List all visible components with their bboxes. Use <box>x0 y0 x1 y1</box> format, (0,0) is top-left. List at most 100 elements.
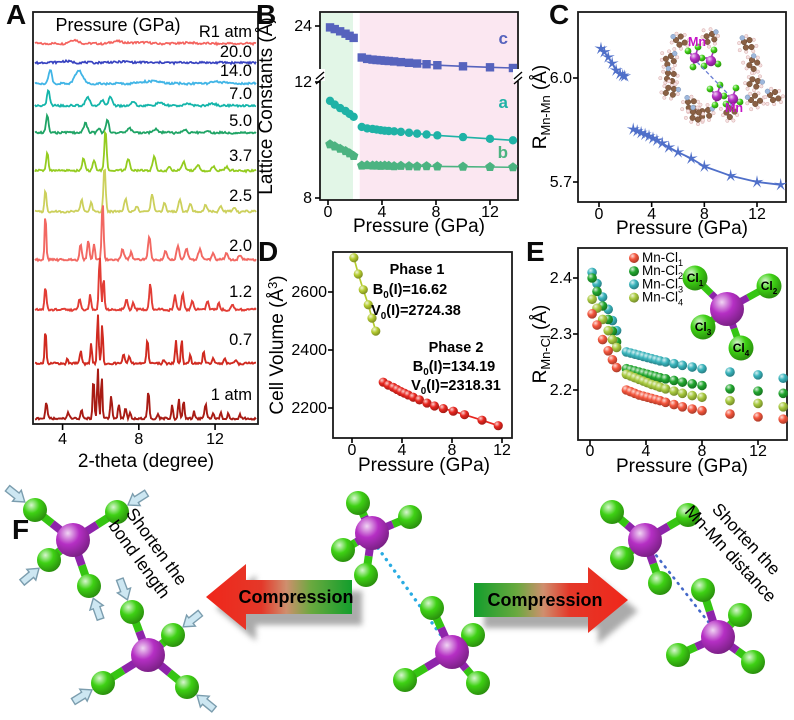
x-tick: 0 <box>348 442 357 459</box>
x-tick: 12 <box>481 204 499 221</box>
panel-a-xrd-chart: Pressure (GPa) R1 atm 20.014.0 7.0 5.0 3.7 2.5… <box>32 11 259 472</box>
panel-d-volume-chart: Phase 1 B0​(I)=16.62 V0​(I)=2724.38 Phase 2… <box>265 251 513 476</box>
pressure-arrow-icon <box>182 609 204 628</box>
x-tick: 8 <box>432 204 441 221</box>
trace-label: 1.2 <box>229 283 252 301</box>
panel-b-xlabel: Pressure (GPa) <box>353 216 485 237</box>
annotation: V0​(I)=2318.31 <box>411 378 501 397</box>
organic-group <box>658 65 680 88</box>
panel-label-c: C <box>549 0 570 30</box>
series-Phase-1 <box>349 253 381 336</box>
annotation: B0​(I)=16.62 <box>373 282 447 301</box>
xrd-trace-R1-atm <box>34 38 257 47</box>
trace-label: 7.0 <box>229 85 252 103</box>
mncl4-inset: Cl1​ Cl2​ Cl3​ Cl4​ <box>682 265 782 361</box>
xrd-trace-1.2 <box>34 257 257 313</box>
y-tick: 6.0 <box>550 70 572 87</box>
mncl4-molecule <box>70 577 218 713</box>
organic-group <box>659 79 682 101</box>
cl-label: Cl2​ <box>761 279 778 296</box>
mn-mn-distance-dotted-line <box>650 548 715 630</box>
x-tick: 8 <box>698 443 707 460</box>
trace-label: 20.0 <box>220 43 252 61</box>
series-Phase-2 <box>378 377 503 431</box>
legend: Mn-Cl1​Mn-Cl2​Mn-Cl3​Mn-Cl4​ <box>629 250 683 308</box>
series-b <box>325 139 518 172</box>
xrd-trace-20.0 <box>34 58 257 66</box>
panel-a-title: Pressure (GPa) <box>55 15 180 35</box>
x-tick: 4 <box>378 204 387 221</box>
compression-label: Compression <box>238 587 353 607</box>
pressure-arrow-icon <box>196 694 218 713</box>
xrd-trace-2.0 <box>34 205 257 263</box>
xrd-trace-5.0 <box>34 112 257 136</box>
y-tick: 2.3 <box>550 326 572 343</box>
x-tick: 12 <box>493 442 511 459</box>
mn-label: Mn <box>688 35 706 49</box>
pressure-arrow-icon <box>4 484 26 503</box>
y-tick: 2.2 <box>550 382 572 399</box>
x-tick: 0 <box>586 443 595 460</box>
legend-label: Mn-Cl1​ <box>642 250 683 268</box>
panel-label-b: B <box>256 0 277 30</box>
series-label-b: b <box>498 143 508 162</box>
y-tick: 8 <box>303 190 312 207</box>
series-a <box>325 96 518 145</box>
x-tick: 0 <box>324 204 333 221</box>
y-tick: 2.4 <box>550 270 572 287</box>
series-label-c: c <box>499 29 508 48</box>
panel-b-ylabel: Lattice Constants (Å) <box>256 17 277 194</box>
xrd-trace-14.0 <box>34 69 257 87</box>
trace-label: 2.5 <box>229 187 252 205</box>
xrd-trace-3.7 <box>34 129 257 174</box>
x-tick: 4 <box>647 206 656 223</box>
xrd-trace-0.7 <box>34 314 256 367</box>
panel-e-mncl-chart: Mn-Cl1​Mn-Cl2​Mn-Cl3​Mn-Cl4​Cl1​ Cl2​ Cl3​… <box>530 247 788 477</box>
panel-label-f: F <box>12 514 30 545</box>
panel-a-xlabel: 2-theta (degree) <box>78 451 214 472</box>
annotation: Phase 2 <box>429 340 484 356</box>
y-tick: 2400 <box>291 342 327 359</box>
y-tick: 2600 <box>291 284 327 301</box>
annotation: B0​(I)=134.19 <box>413 359 495 378</box>
x-tick: 12 <box>206 431 224 448</box>
compression-arrow <box>206 564 352 630</box>
mncl4-molecule <box>600 500 700 595</box>
molecular-structure-inset: Mn Mn <box>658 27 785 126</box>
annotation: V0​(I)=2724.38 <box>371 303 461 322</box>
cl-cl-contact-dotted-line <box>376 546 450 647</box>
trace-label: 14.0 <box>220 62 252 80</box>
pressure-arrow-icon <box>115 577 132 601</box>
organic-group <box>737 34 759 54</box>
organic-group <box>741 53 763 75</box>
mncl4-molecule <box>4 484 150 622</box>
panel-label-d: D <box>258 236 279 267</box>
trace-label: 5.0 <box>229 112 252 130</box>
x-tick: 4 <box>642 443 651 460</box>
trace-label: 2.0 <box>229 237 252 255</box>
organic-group <box>744 91 766 112</box>
trace-label: 3.7 <box>229 147 252 165</box>
panel-c-xlabel: Pressure (GPa) <box>616 218 748 239</box>
organic-group <box>743 70 766 93</box>
legend-label: Mn-Cl3​ <box>642 276 683 294</box>
xrd-trace-1-atm <box>34 368 257 423</box>
pressure-arrow-icon <box>126 489 150 507</box>
mncl4-molecule <box>331 491 422 587</box>
legend-label: Mn-Cl4​ <box>642 290 683 308</box>
organic-group <box>718 101 740 123</box>
trace-label: 1 atm <box>211 386 252 404</box>
organic-group <box>669 31 691 52</box>
pressure-arrow-icon <box>18 567 40 587</box>
xrd-trace-7.0 <box>34 88 257 109</box>
organic-group <box>700 27 720 49</box>
panel-label-e: E <box>526 236 545 267</box>
xrd-trace-2.5 <box>34 168 257 215</box>
cl-label: Cl4​ <box>733 341 750 358</box>
